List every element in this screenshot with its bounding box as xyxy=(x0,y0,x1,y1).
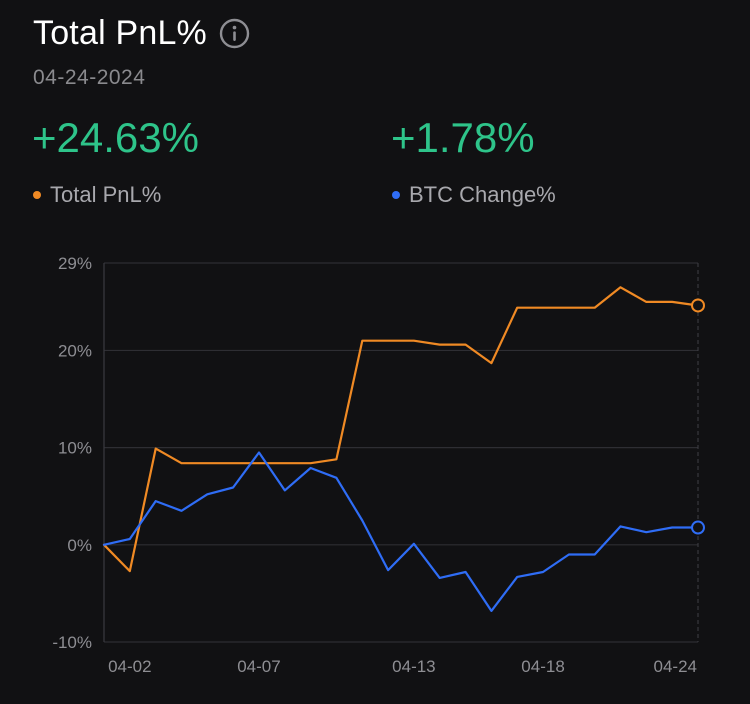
x-tick-label-3: 04-18 xyxy=(521,657,564,676)
series-line-btc-change xyxy=(102,451,700,613)
legend-dot-orange xyxy=(33,191,41,199)
series-line-total-pnl xyxy=(102,286,700,573)
y-tick-label-2: 10% xyxy=(58,439,92,458)
x-tick-label-4: 04-24 xyxy=(654,657,697,676)
legend-label-btc-change: BTC Change% xyxy=(409,182,556,207)
x-tick-label-2: 04-13 xyxy=(392,657,435,676)
legend-dot-blue xyxy=(392,191,400,199)
y-tick-label-3: 0% xyxy=(67,536,92,555)
info-circle-icon[interactable] xyxy=(219,18,250,49)
x-tick-label-0: 04-02 xyxy=(108,657,151,676)
btc-change-value: +1.78% xyxy=(391,114,535,161)
legend-total-pnl: Total PnL% xyxy=(33,182,161,208)
total-pnl-value: +24.63% xyxy=(32,114,199,161)
y-tick-label-0: 29% xyxy=(58,254,92,273)
x-tick-label-1: 04-07 xyxy=(237,657,280,676)
series-end-marker-total-pnl xyxy=(691,298,705,313)
y-tick-label-4: -10% xyxy=(52,633,92,652)
y-tick-label-1: 20% xyxy=(58,341,92,360)
page-title: Total PnL% xyxy=(33,14,207,52)
legend-btc-change: BTC Change% xyxy=(392,182,556,208)
date-label: 04-24-2024 xyxy=(33,66,146,89)
header: Total PnL% xyxy=(33,14,250,53)
series-end-marker-btc-change xyxy=(691,520,705,535)
legend-label-total-pnl: Total PnL% xyxy=(50,182,162,207)
